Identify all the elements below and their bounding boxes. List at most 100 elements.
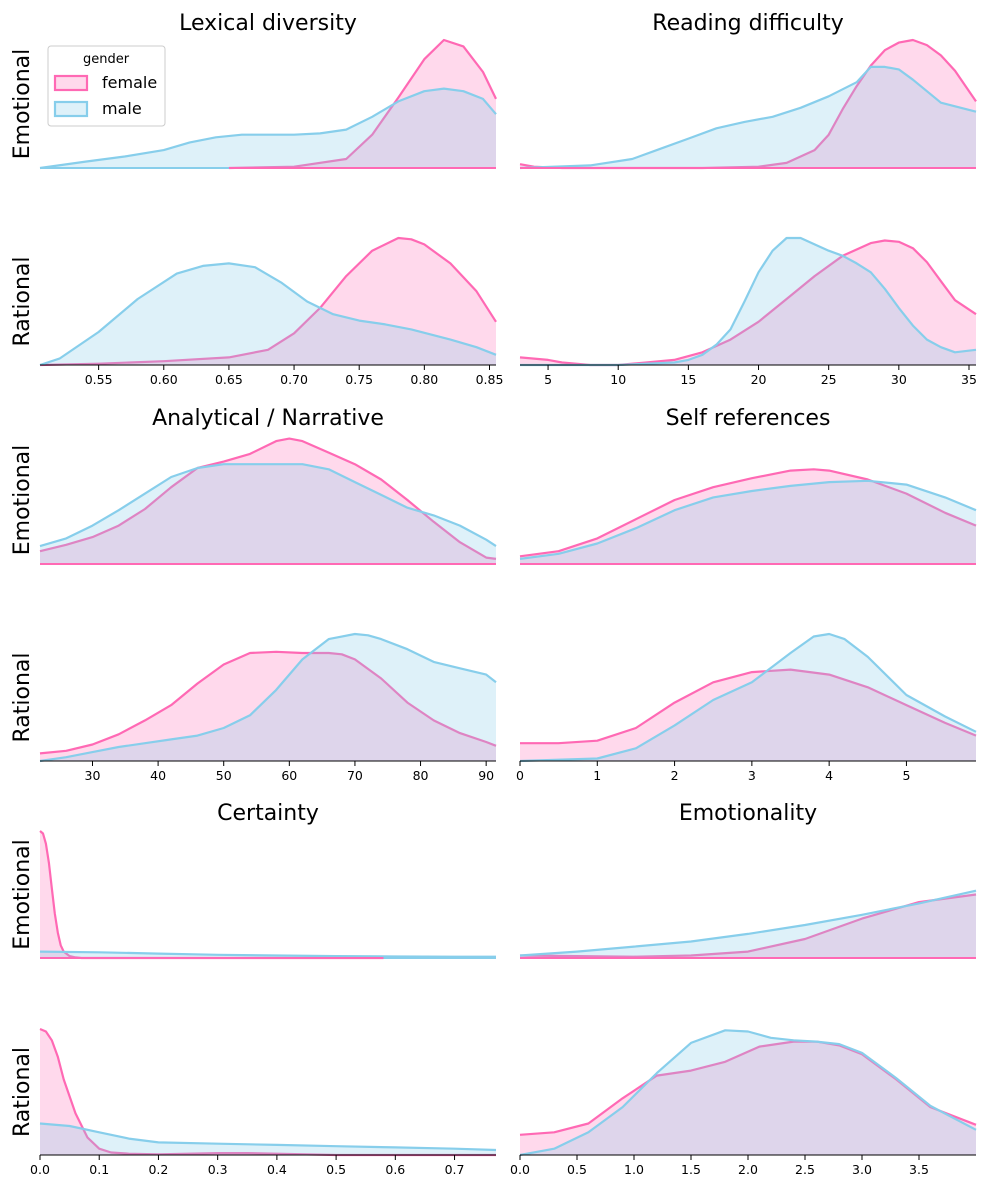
female-density-area (40, 651, 496, 761)
legend-frame (47, 45, 166, 127)
female-density-area (40, 1029, 496, 1155)
legend-label-female: female (102, 73, 157, 92)
female-density-line (520, 668, 977, 745)
x-tick-label: 0.65 (215, 372, 243, 387)
female-density-line (39, 437, 497, 560)
legend-swatch-female (53, 74, 89, 92)
male-density-area (520, 890, 976, 958)
male-density-line (39, 950, 496, 958)
female-density-line (39, 236, 497, 367)
x-tick-label: 0.7 (445, 1162, 465, 1177)
x-tick-label: 5 (544, 372, 552, 387)
legend-label-male: male (102, 99, 142, 118)
male-density-line (39, 632, 497, 763)
x-tick-label: 0.75 (345, 372, 373, 387)
x-tick-label: 30 (891, 372, 907, 387)
female-density-line (39, 650, 497, 755)
x-tick-label: 0.2 (148, 1162, 168, 1177)
male-density-line (519, 632, 977, 763)
x-tick-label: 0.0 (30, 1162, 50, 1177)
female-density-area (520, 894, 976, 958)
panel-title: Emotionality (679, 801, 817, 826)
male-density-area (520, 66, 976, 168)
panel-title: Lexical diversity (179, 11, 357, 36)
x-tick-label: 0.3 (208, 1162, 228, 1177)
x-tick-label: 25 (821, 372, 837, 387)
x-tick-label: 0.1 (89, 1162, 109, 1177)
x-tick-label: 0.70 (280, 372, 308, 387)
male-density-area (40, 634, 496, 761)
female-density-area (520, 1041, 976, 1155)
male-density-line (39, 262, 497, 367)
x-tick-label: 1.0 (624, 1162, 644, 1177)
panel-title: Self references (666, 406, 831, 431)
x-tick-label: 35 (961, 372, 977, 387)
x-tick-label: 0.5 (326, 1162, 346, 1177)
x-tick-label: 5 (902, 768, 910, 783)
x-tick-label: 0.4 (267, 1162, 287, 1177)
male-density-area (520, 1030, 976, 1155)
x-tick-label: 0.0 (510, 1162, 530, 1177)
x-tick-label: 20 (751, 372, 767, 387)
x-tick-label: 0.5 (567, 1162, 587, 1177)
x-tick-label: 70 (347, 768, 363, 783)
panel-title: Certainty (217, 801, 319, 826)
female-density-line (519, 468, 977, 558)
x-tick-label: 0.85 (476, 372, 504, 387)
female-density-area (228, 40, 496, 168)
female-density-line (39, 830, 384, 960)
x-tick-label: 15 (680, 372, 696, 387)
female-density-line (39, 1027, 496, 1157)
x-tick-label: 2 (671, 768, 679, 783)
x-tick-label: 0.60 (150, 372, 178, 387)
x-tick-label: 40 (150, 768, 166, 783)
x-tick-label: 4 (825, 768, 833, 783)
x-tick-label: 2.5 (795, 1162, 815, 1177)
male-density-line (39, 1122, 497, 1152)
panel-certainty: Certainty Emotional Rational 0.0 0.1 0.2 0.3 0.… (10, 801, 497, 1177)
row-label: Emotional (10, 839, 35, 950)
x-tick-label: 2.0 (738, 1162, 758, 1177)
male-density-line (519, 889, 977, 957)
panel-reading-difficulty: Reading difficulty 5 10 15 20 25 30 35 (519, 11, 977, 387)
row-label: Emotional (10, 445, 35, 556)
panel-title: Analytical / Narrative (152, 406, 384, 431)
x-tick-label: 3 (748, 768, 756, 783)
panel-self-references: Self references 0 1 2 3 4 5 (516, 406, 977, 783)
female-density-area (40, 438, 496, 564)
male-density-area (520, 480, 976, 564)
x-tick-label: 0 (516, 768, 524, 783)
female-density-line (519, 239, 977, 367)
female-density-area (520, 669, 976, 761)
male-density-line (520, 236, 977, 367)
legend-title: gender (83, 52, 130, 67)
male-density-area (40, 88, 496, 168)
male-density-line (519, 1029, 977, 1157)
male-density-area (520, 634, 976, 761)
panel-emotionality: Emotionality 0.0 0.5 1.0 1.5 2.0 2.5 3.0 3.5 (510, 801, 977, 1177)
x-tick-label: 0.55 (85, 372, 113, 387)
x-tick-label: 50 (216, 768, 232, 783)
x-tick-label: 0.80 (410, 372, 438, 387)
x-tick-label: 30 (85, 768, 101, 783)
x-tick-label: 1 (593, 768, 601, 783)
male-density-line (39, 463, 497, 548)
female-density-area (520, 240, 976, 365)
male-density-line (519, 479, 977, 560)
x-tick-label: 1.5 (681, 1162, 701, 1177)
x-tick-label: 0.6 (385, 1162, 405, 1177)
female-density-line (228, 38, 497, 170)
panel-lexical-diversity: Lexical diversity Emotional Rational 0.55 0.… (10, 11, 503, 387)
panel-analytical-narrative: Analytical / Narrative Emotional Rational 3… (10, 406, 497, 783)
male-density-line (519, 65, 977, 170)
x-tick-label: 10 (610, 372, 626, 387)
row-label: Rational (10, 1047, 35, 1137)
x-tick-label: 60 (281, 768, 297, 783)
x-tick-label: 3.0 (852, 1162, 872, 1177)
legend: gender female male (47, 45, 166, 127)
female-density-area (520, 469, 976, 564)
female-density-area (520, 40, 976, 168)
row-label: Emotional (10, 49, 35, 160)
legend-swatch-male (53, 100, 89, 118)
